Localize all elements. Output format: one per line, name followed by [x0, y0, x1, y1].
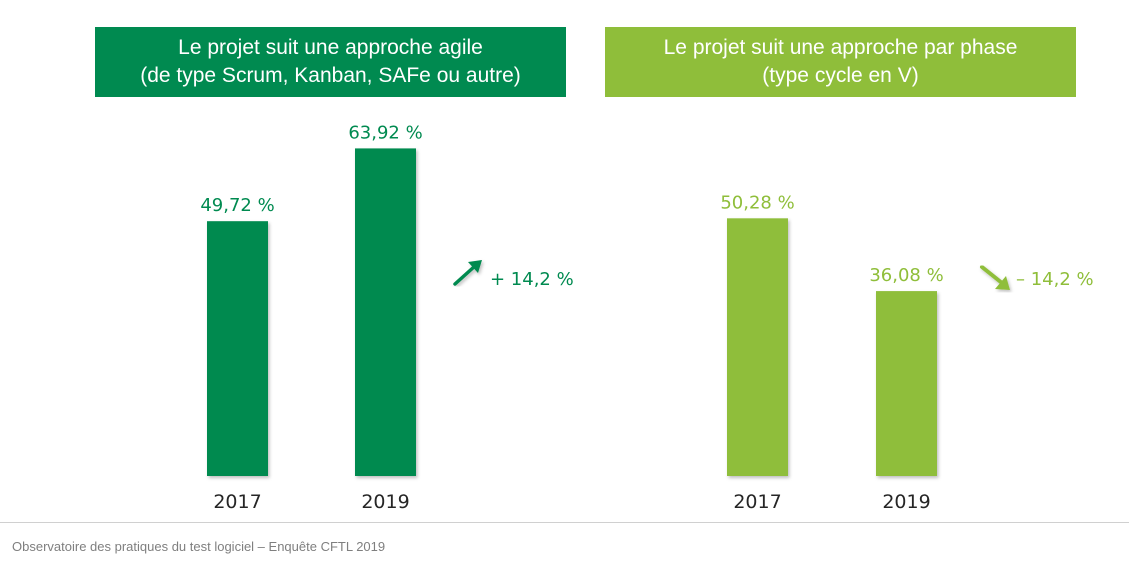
agile-title-line-2: (de type Scrum, Kanban, SAFe ou autre): [140, 64, 521, 87]
phase-title-line-2: (type cycle en V): [762, 64, 919, 87]
agile-category-label-2019: 2019: [361, 491, 409, 513]
phase-category-label-2019: 2019: [882, 491, 930, 513]
agile-chart-title: Le projet suit une approche agile (de ty…: [95, 27, 566, 97]
arrow-up-right-icon: [453, 260, 482, 286]
agile-delta-label: + 14,2 %: [490, 269, 574, 290]
agile-title-line-1: Le projet suit une approche agile: [178, 36, 483, 59]
phase-chart-title: Le projet suit une approche par phase (t…: [605, 27, 1076, 97]
footer-divider: [0, 522, 1129, 523]
arrow-shaft: [453, 264, 477, 286]
phase-value-label-2019: 36,08 %: [869, 265, 943, 286]
arrow-down-right-icon: [980, 265, 1010, 290]
footer-source: Observatoire des pratiques du test logic…: [12, 539, 386, 554]
phase-bar-2017: [727, 218, 788, 476]
agile-bar-2017: [207, 221, 268, 476]
agile-bar-chart: 49,72 % 2017 63,92 % 2019 + 14,2 %: [200, 122, 573, 513]
agile-bar-2019: [355, 148, 416, 476]
arrow-head: [995, 276, 1010, 290]
agile-category-label-2017: 2017: [213, 491, 261, 513]
phase-value-label-2017: 50,28 %: [720, 192, 794, 213]
phase-delta-label: – 14,2 %: [1016, 269, 1094, 290]
phase-category-label-2017: 2017: [733, 491, 781, 513]
phase-bar-chart: 50,28 % 2017 36,08 % 2019 – 14,2 %: [720, 192, 1093, 513]
arrow-head: [468, 260, 482, 273]
phase-bar-2019: [876, 291, 937, 476]
agile-value-label-2019: 63,92 %: [348, 122, 422, 143]
phase-title-line-1: Le projet suit une approche par phase: [663, 36, 1018, 59]
bar-charts: 49,72 % 2017 63,92 % 2019 + 14,2 % 50,28 % 20…: [200, 122, 1093, 513]
agile-value-label-2017: 49,72 %: [200, 195, 274, 216]
arrow-shaft: [980, 265, 1004, 285]
